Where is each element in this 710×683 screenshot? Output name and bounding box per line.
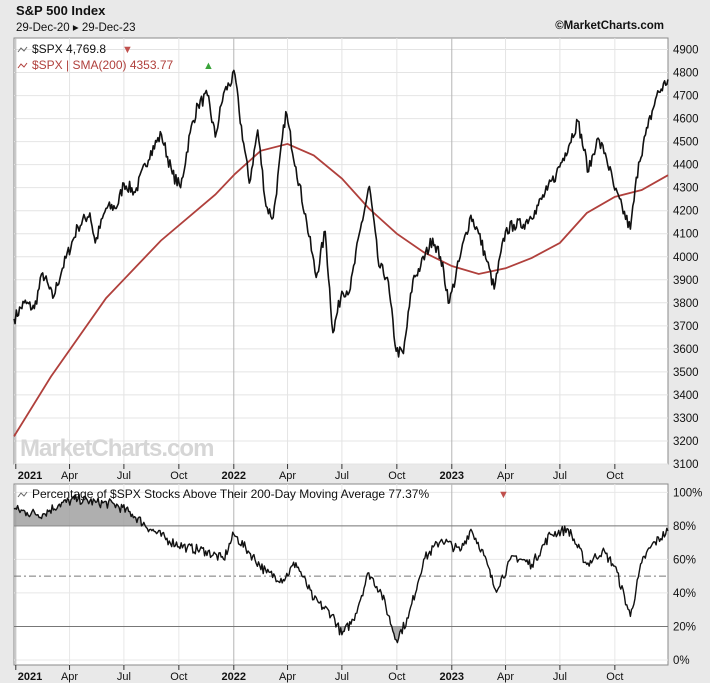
x-tick-label: Apr [497, 671, 514, 683]
breadth-x-ticks: 2021 Apr Jul Oct 2022 Apr Jul Oct 2023 Apr Jul Oct [15, 665, 623, 683]
x-tick-label: Oct [606, 671, 623, 683]
x-tick-label: Apr [279, 470, 296, 482]
y-tick-label: 3200 [673, 436, 699, 448]
x-tick-label: Oct [388, 470, 405, 482]
x-tick-label: Oct [170, 470, 187, 482]
y-tick-label: 4400 [673, 160, 699, 172]
x-tick-label: Jul [335, 470, 349, 482]
y-tick-label: 3600 [673, 344, 699, 356]
down-triangle-icon: ▼ [122, 44, 133, 56]
x-tick-label: 2022 [222, 671, 246, 683]
legend-label-spx: $SPX 4,769.8 [32, 42, 106, 56]
down-triangle-icon: ▼ [498, 489, 509, 501]
breadth-legend: Percentage of $SPX Stocks Above Their 20… [17, 487, 509, 501]
price-y-ticks: 3100 3200 3300 3400 3500 3600 3700 3800 3900 4000… [673, 45, 699, 471]
y-tick-label: 4200 [673, 206, 699, 218]
x-tick-label: Apr [279, 671, 296, 683]
x-tick-label: Oct [388, 671, 405, 683]
source-watermark: ©MarketCharts.com [555, 20, 664, 32]
line-glyph-icon [17, 62, 28, 69]
y-tick-label: 0% [673, 655, 690, 667]
logo-watermark: MarketCharts.com [20, 435, 213, 462]
y-tick-label: 20% [673, 621, 696, 633]
x-tick-label: Apr [497, 470, 514, 482]
y-tick-label: 80% [673, 521, 696, 533]
y-tick-label: 4700 [673, 91, 699, 103]
y-tick-label: 4800 [673, 68, 699, 80]
y-tick-label: 3100 [673, 459, 699, 471]
chart-title: S&P 500 Index [16, 3, 106, 18]
legend-item-spx: $SPX 4,769.8 ▼ [17, 42, 133, 56]
y-tick-label: 3800 [673, 298, 699, 310]
x-tick-label: 2021 [18, 470, 42, 482]
y-tick-label: 4900 [673, 45, 699, 57]
x-tick-label: Jul [117, 470, 131, 482]
x-tick-label: 2023 [440, 671, 464, 683]
y-tick-label: 4000 [673, 252, 699, 264]
x-tick-label: 2022 [222, 470, 246, 482]
y-tick-label: 3400 [673, 390, 699, 402]
y-tick-label: 4300 [673, 183, 699, 195]
legend-item-sma: $SPX | SMA(200) 4353.77 ▲ [17, 58, 214, 72]
x-tick-label: Oct [606, 470, 623, 482]
y-tick-label: 100% [673, 487, 702, 499]
up-triangle-icon: ▲ [203, 60, 214, 72]
x-tick-label: 2023 [440, 470, 464, 482]
price-line [13, 69, 669, 358]
price-series [13, 69, 669, 437]
legend-label-sma: $SPX | SMA(200) 4353.77 [32, 58, 174, 72]
y-tick-label: 3700 [673, 321, 699, 333]
y-tick-label: 3300 [673, 413, 699, 425]
y-tick-label: 3500 [673, 367, 699, 379]
y-tick-label: 60% [673, 554, 696, 566]
x-tick-label: 2021 [18, 671, 42, 683]
breadth-series [13, 493, 669, 644]
breadth-line [13, 493, 669, 644]
date-range: 29-Dec-20 ▸ 29-Dec-23 [16, 22, 136, 34]
x-tick-label: Jul [553, 470, 567, 482]
price-legend: $SPX 4,769.8 ▼ $SPX | SMA(200) 4353.77 ▲ [17, 42, 214, 72]
breadth-title: Percentage of $SPX Stocks Above Their 20… [32, 487, 429, 501]
sma-line [13, 142, 669, 437]
line-glyph-icon [17, 491, 28, 498]
breadth-y-ticks: 0% 20% 40% 60% 80% 100% [673, 487, 702, 667]
price-x-ticks: 2021 Apr Jul Oct 2022 Apr Jul Oct 2023 Apr Jul Oct [15, 464, 623, 482]
x-tick-label: Jul [117, 671, 131, 683]
x-tick-label: Jul [335, 671, 349, 683]
price-gridlines [14, 38, 668, 465]
y-tick-label: 40% [673, 588, 696, 600]
x-tick-label: Apr [61, 671, 78, 683]
line-glyph-icon [17, 46, 28, 53]
price-panel [13, 37, 669, 465]
y-tick-label: 4100 [673, 229, 699, 241]
y-tick-label: 3900 [673, 275, 699, 287]
x-tick-label: Jul [553, 671, 567, 683]
x-tick-label: Oct [170, 671, 187, 683]
y-tick-label: 4600 [673, 114, 699, 126]
y-tick-label: 4500 [673, 137, 699, 149]
x-tick-label: Apr [61, 470, 78, 482]
